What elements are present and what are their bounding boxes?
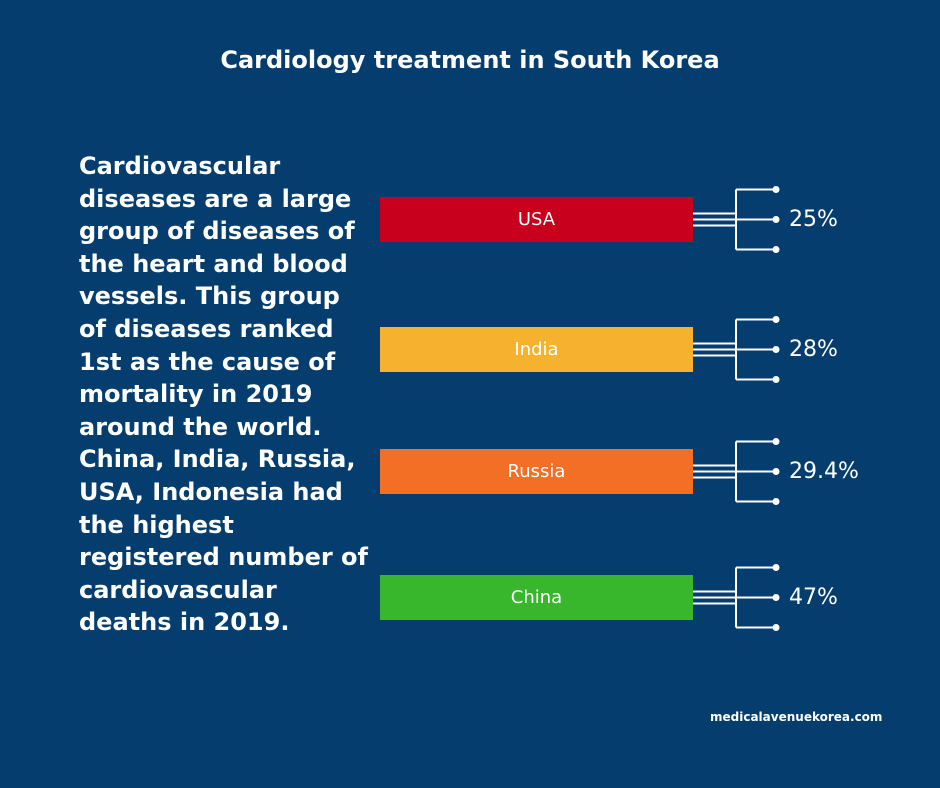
connector-dot (772, 468, 780, 475)
connector-dot (772, 438, 780, 445)
bar-value-label: 25% (789, 206, 838, 232)
bar-category-label: India (514, 339, 559, 360)
connector-dot (772, 246, 780, 253)
connector-dot (772, 594, 780, 601)
connector-dot (772, 316, 780, 323)
connector-dot (772, 376, 780, 383)
connector-dot (772, 186, 780, 193)
connector-dot (772, 498, 780, 505)
description-text: Cardiovascular diseases are a large grou… (79, 152, 368, 637)
bar-value-label: 47% (789, 584, 838, 610)
bar-category-label: China (510, 587, 563, 608)
bar-usa: USA (380, 197, 693, 242)
bar-india: India (380, 327, 693, 372)
source-credit: medicalavenuekorea.com (710, 710, 883, 724)
connector-dot (772, 216, 780, 223)
bar-category-label: USA (517, 209, 556, 230)
bar-russia: Russia (380, 449, 693, 494)
page-title: Cardiology treatment in South Korea (220, 46, 720, 74)
bar-value-label: 29.4% (789, 458, 859, 484)
bar-value-label: 28% (789, 336, 838, 362)
connector-dot (772, 346, 780, 353)
bar-category-label: Russia (507, 461, 566, 482)
connector-dot (772, 624, 780, 631)
bar-china: China (380, 575, 693, 620)
connector-dot (772, 564, 780, 571)
